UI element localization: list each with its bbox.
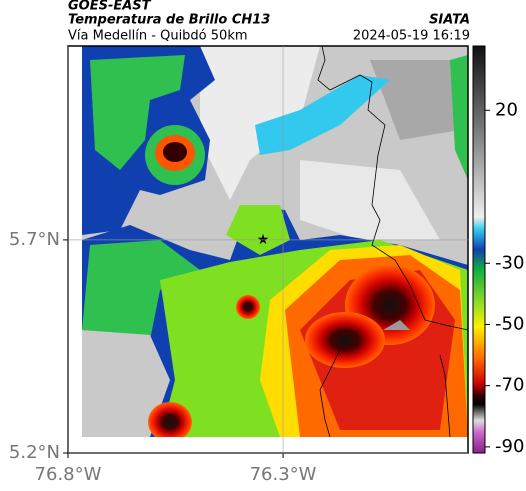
subtitle: Vía Medellín - Quibdó 50km bbox=[68, 29, 248, 44]
y-tick-label: 5.7°N bbox=[9, 229, 60, 250]
colorbar-tick-label: -30 bbox=[495, 252, 524, 273]
x-tick-label: 76.8°W bbox=[35, 464, 102, 485]
datetime: 2024-05-19 16:19 bbox=[353, 29, 470, 44]
boundary bbox=[439, 354, 451, 438]
x-tick-label: 76.3°W bbox=[250, 464, 317, 485]
satellite-image bbox=[82, 46, 468, 437]
title: Temperatura de Brillo CH13 bbox=[68, 13, 270, 28]
colorbar-tick-label: -50 bbox=[495, 313, 524, 334]
colorbar-tick-label: -70 bbox=[495, 375, 524, 396]
y-tick-label: 5.2°N bbox=[9, 442, 60, 463]
organization: SIATA bbox=[429, 13, 470, 28]
colorbar-tick-label: -90 bbox=[495, 436, 524, 457]
boundary bbox=[317, 45, 469, 331]
boundary bbox=[319, 349, 341, 438]
axes: 76.8°W 76.3°W 5.2°N 5.7°N 20 -30 -50 -70 -90 bbox=[9, 46, 524, 485]
source: GOES-EAST bbox=[68, 0, 152, 14]
colorbar-tick-label: 20 bbox=[495, 99, 518, 120]
colorbar bbox=[472, 45, 486, 454]
